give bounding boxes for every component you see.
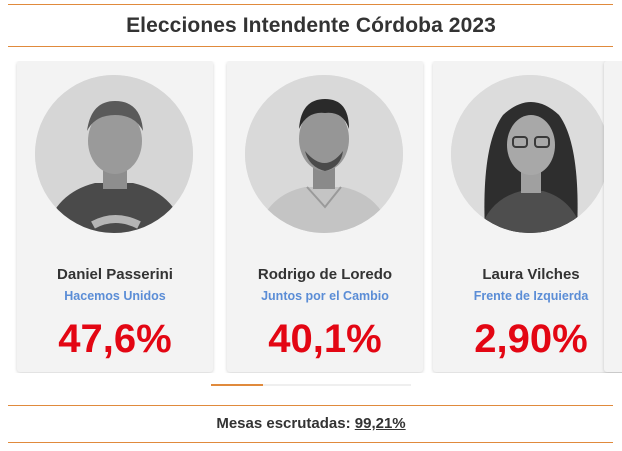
candidate-photo-passerini xyxy=(35,75,193,233)
candidate-name: Rodrigo de Loredo xyxy=(257,266,393,283)
footer-summary: Mesas escrutadas: 99,21% xyxy=(0,415,622,432)
footer-label: Mesas escrutadas: xyxy=(216,415,351,432)
candidate-party: Frente de Izquierda xyxy=(473,289,589,303)
candidate-percentage: 2,90% xyxy=(474,317,588,361)
candidate-percentage: 47,6% xyxy=(58,317,172,361)
candidate-card-passerini[interactable]: Daniel Passerini Hacemos Unidos 47,6% xyxy=(17,61,213,372)
candidate-photo-vilches xyxy=(451,75,609,233)
footer-top-divider xyxy=(8,405,613,406)
person-portrait-icon xyxy=(35,75,193,233)
person-portrait-icon xyxy=(451,75,609,233)
candidate-card-vilches[interactable]: Laura Vilches Frente de Izquierda 2,90% xyxy=(433,61,622,372)
candidate-party: Hacemos Unidos xyxy=(64,289,166,303)
carousel-pagination[interactable] xyxy=(211,384,411,386)
candidate-photo-de-loredo xyxy=(245,75,403,233)
top-divider xyxy=(8,4,613,5)
page-title: Elecciones Intendente Córdoba 2023 xyxy=(126,14,496,37)
candidate-card-next[interactable] xyxy=(604,61,622,372)
candidates-carousel[interactable]: Daniel Passerini Hacemos Unidos 47,6% Ro… xyxy=(0,61,622,373)
candidate-card-de-loredo[interactable]: Rodrigo de Loredo Juntos por el Cambio 4… xyxy=(227,61,423,372)
person-portrait-icon xyxy=(245,75,403,233)
carousel-pagination-active xyxy=(211,384,263,386)
footer-bottom-divider xyxy=(8,442,613,443)
title-divider xyxy=(8,46,613,47)
candidate-name: Daniel Passerini xyxy=(57,266,173,283)
candidate-percentage: 40,1% xyxy=(268,317,382,361)
tables-counted-value[interactable]: 99,21% xyxy=(354,415,406,432)
candidate-party: Juntos por el Cambio xyxy=(261,289,389,303)
candidate-name: Laura Vilches xyxy=(482,266,580,283)
